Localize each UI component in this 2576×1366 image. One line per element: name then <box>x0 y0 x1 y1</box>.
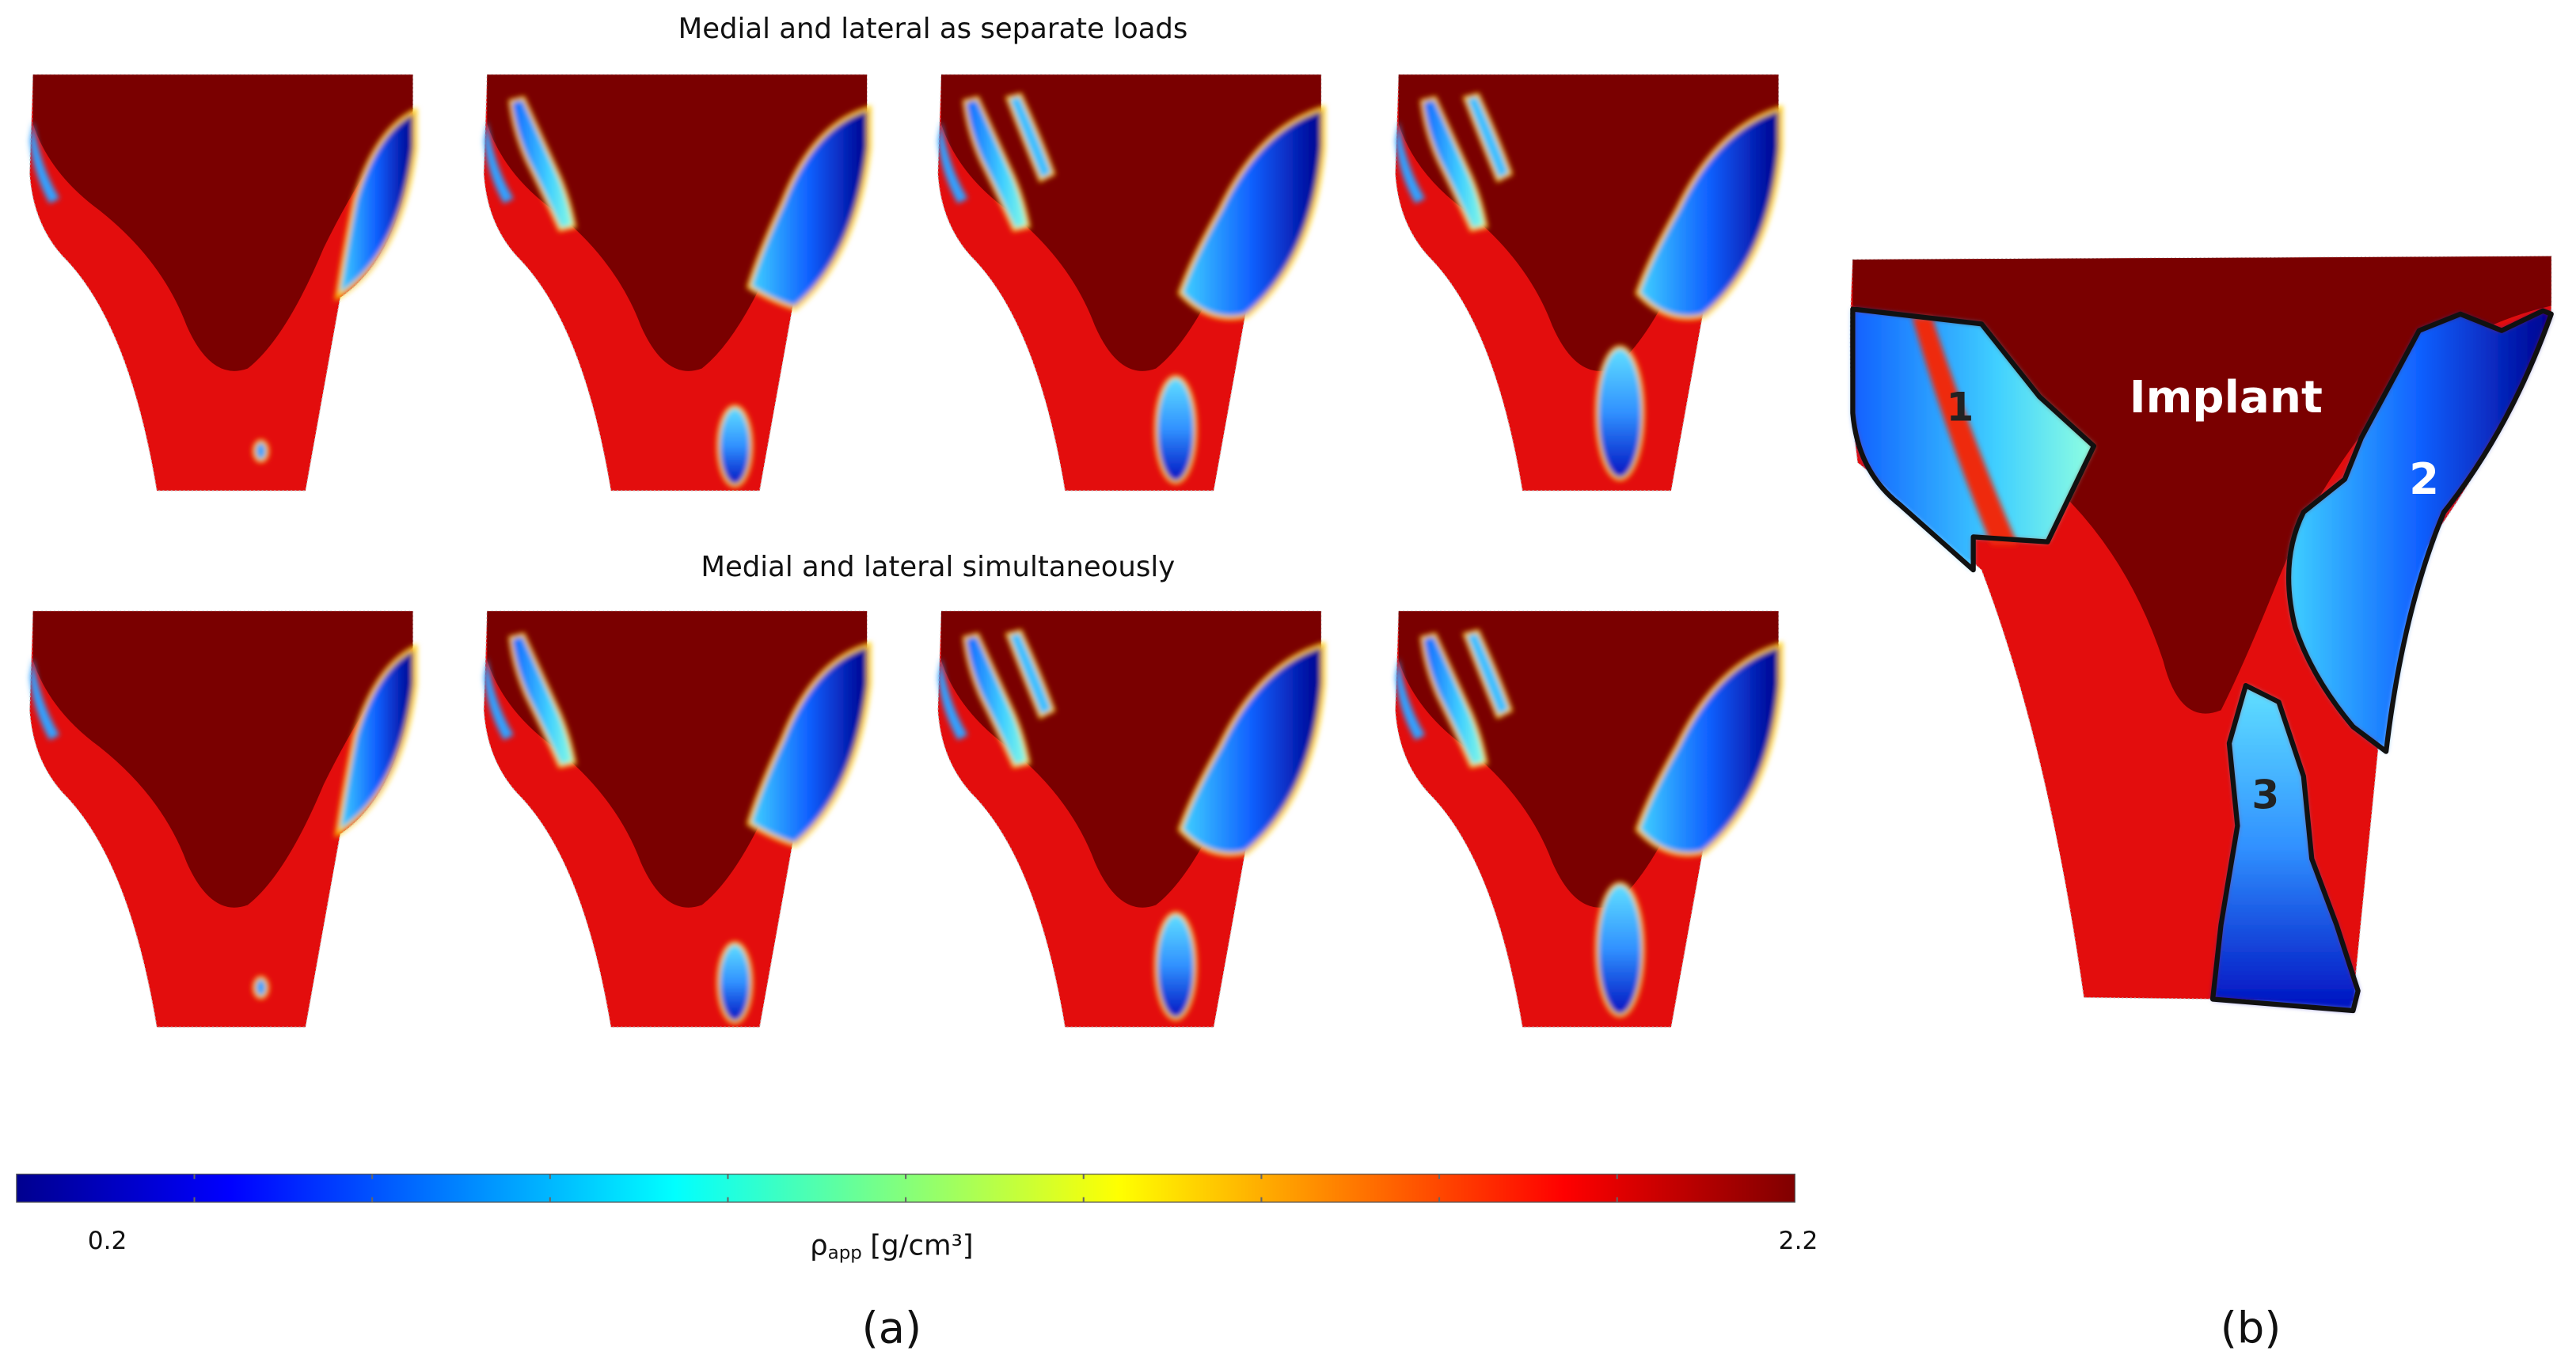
blue-region <box>1639 111 1779 317</box>
colorbar-ticks <box>193 1174 1618 1203</box>
blue-stripe <box>1419 632 1488 768</box>
density-map <box>937 74 1325 491</box>
blue-edge <box>937 120 968 204</box>
blue-stripe <box>508 96 577 232</box>
implant <box>1852 256 2551 714</box>
blue-stripe <box>1462 628 1514 719</box>
blue-spot <box>1154 911 1198 1021</box>
blue-region <box>1639 647 1779 852</box>
low-density <box>484 96 872 488</box>
blue-stripe <box>1462 92 1514 183</box>
blue-edge <box>484 120 514 204</box>
density-map <box>483 610 872 1028</box>
density-map <box>483 74 872 491</box>
region-outline <box>1850 306 2097 573</box>
blue-region <box>1182 111 1321 317</box>
implant <box>487 74 868 371</box>
blue-stripe <box>1419 96 1488 232</box>
title-bottom: Medial and lateral simultaneously <box>701 551 1175 583</box>
low-density <box>29 107 417 463</box>
blue-edge <box>29 120 60 204</box>
blue-edge <box>484 657 514 740</box>
blue-edge <box>1395 657 1426 740</box>
colorbar-label: ρapp [g/cm³] <box>810 1229 973 1263</box>
blue-region <box>751 111 868 306</box>
symbol: ρ <box>810 1229 828 1262</box>
blue-region <box>340 114 413 293</box>
region-outline <box>2285 308 2554 754</box>
implant <box>32 611 413 908</box>
region-label: 1 <box>1947 384 1974 430</box>
blue-edge <box>937 657 968 740</box>
blue-edge <box>1395 120 1426 204</box>
panel-label: (a) <box>862 1303 922 1353</box>
panel-b-map <box>1849 256 2554 1014</box>
blue-region <box>340 651 413 829</box>
low-density <box>484 632 872 1024</box>
density-map <box>28 74 417 491</box>
low-density <box>1395 92 1783 481</box>
blue-stripe <box>962 96 1031 232</box>
panel-a-maps <box>28 74 1783 1028</box>
blue-spot <box>1594 345 1645 481</box>
density-map <box>937 610 1325 1028</box>
region-label: 2 <box>2409 454 2439 504</box>
density-map <box>28 610 417 1028</box>
density-map <box>1394 610 1783 1028</box>
blue-spot <box>253 976 270 1000</box>
low-density <box>937 92 1325 484</box>
blue-spot <box>1594 882 1645 1018</box>
title-top: Medial and lateral as separate loads <box>678 13 1188 45</box>
blue-stripe <box>508 632 577 768</box>
implant <box>32 74 413 371</box>
low-density <box>29 643 417 1000</box>
low-density <box>937 628 1325 1021</box>
blue-spot <box>1154 374 1198 484</box>
unit: [g/cm³] <box>870 1229 973 1262</box>
low-density <box>1395 628 1783 1018</box>
implant-label: Implant <box>2130 372 2323 423</box>
subscript: app <box>828 1243 862 1263</box>
blue-stripe <box>1005 92 1056 183</box>
region-label: 3 <box>2251 772 2279 818</box>
red-stripe <box>1912 317 2018 545</box>
colorbar-max-label: 2.2 <box>1779 1227 1818 1255</box>
blue-spot <box>716 941 754 1024</box>
blue-stripe <box>1005 628 1056 719</box>
panel-label: (b) <box>2221 1303 2282 1353</box>
colorbar-min-label: 0.2 <box>88 1227 127 1255</box>
blue-spot <box>716 404 754 488</box>
blue-edge <box>29 657 60 740</box>
blue-region <box>1182 647 1321 852</box>
blue-region <box>751 647 868 843</box>
region-fill <box>2213 685 2358 1011</box>
blue-stripe <box>962 632 1031 768</box>
region-outline <box>2209 683 2361 1014</box>
density-map <box>1394 74 1783 491</box>
implant <box>487 611 868 908</box>
blue-spot <box>253 439 270 463</box>
region-fill <box>2289 310 2551 752</box>
